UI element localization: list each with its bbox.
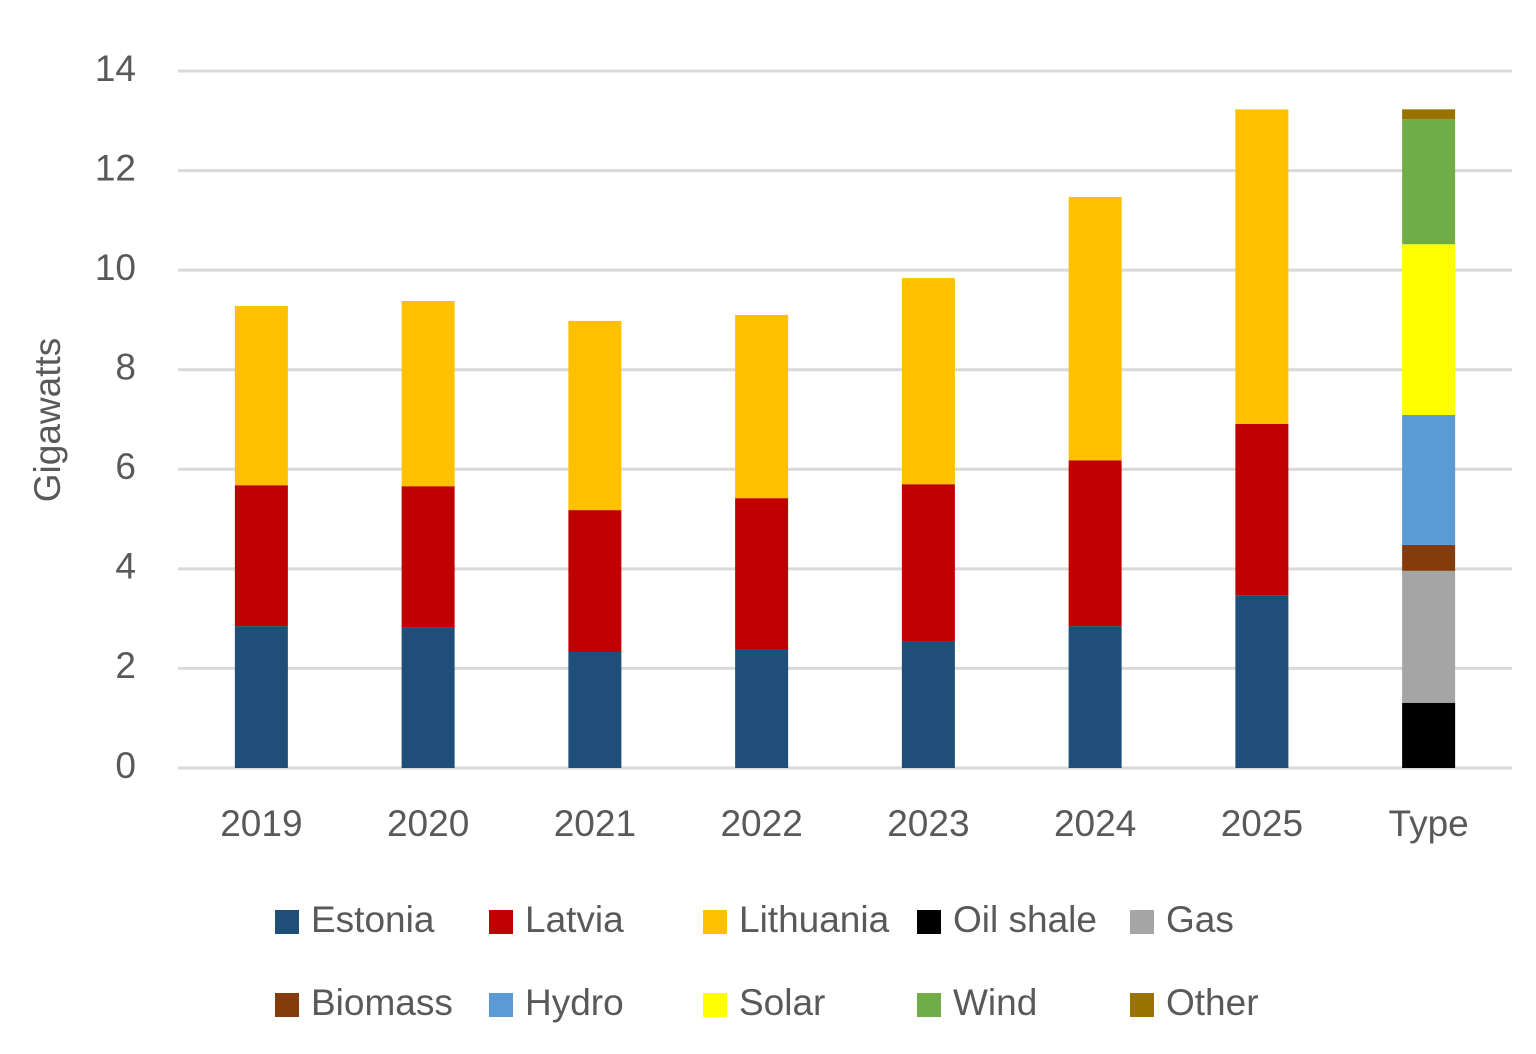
legend-label: Latvia — [525, 899, 624, 940]
bar-segment — [568, 510, 622, 652]
y-tick-label: 2 — [115, 645, 136, 686]
bar-segment — [735, 498, 789, 650]
y-tick-label: 14 — [95, 48, 136, 89]
bar-segment — [568, 320, 622, 511]
bar-segment — [1068, 460, 1122, 627]
bar-segment — [901, 484, 955, 642]
bar-segment — [735, 314, 789, 499]
bar-segment — [1235, 595, 1289, 768]
x-tick-label: 2024 — [1054, 803, 1136, 844]
legend-swatch — [1130, 993, 1154, 1017]
bar-segment — [735, 649, 789, 768]
bar-segment — [1402, 119, 1456, 245]
y-tick-label: 8 — [115, 346, 136, 387]
legend-swatch — [917, 993, 941, 1017]
y-tick-label: 12 — [95, 147, 136, 188]
legend-swatch — [917, 910, 941, 934]
y-axis-label: Gigawatts — [27, 338, 68, 503]
bar-segment — [234, 305, 288, 486]
bar-segment — [1402, 244, 1456, 416]
legend-label: Lithuania — [739, 899, 890, 940]
x-tick-label: Type — [1389, 803, 1469, 844]
y-tick-label: 10 — [95, 247, 136, 288]
legend-label: Wind — [953, 982, 1037, 1023]
bar-segment — [234, 626, 288, 768]
bar-segment — [1068, 196, 1122, 461]
legend-label: Estonia — [311, 899, 435, 940]
bar-segment — [1402, 415, 1456, 545]
bar-segment — [1402, 702, 1456, 768]
legend-swatch — [489, 910, 513, 934]
x-tick-label: 2022 — [720, 803, 802, 844]
legend-swatch — [1130, 910, 1154, 934]
legend-label: Other — [1166, 982, 1259, 1023]
x-tick-label: 2021 — [554, 803, 636, 844]
bar-segment — [1402, 544, 1456, 571]
bar-segment — [901, 278, 955, 485]
x-tick-label: 2020 — [387, 803, 469, 844]
legend-swatch — [489, 993, 513, 1017]
bar-segment — [1402, 570, 1456, 703]
bar-segment — [401, 486, 455, 628]
legend-swatch — [703, 910, 727, 934]
bar-segment — [568, 651, 622, 768]
legend-label: Oil shale — [953, 899, 1097, 940]
legend-label: Biomass — [311, 982, 453, 1023]
bar-segment — [401, 301, 455, 487]
bar-segment — [1235, 423, 1289, 596]
legend-swatch — [275, 993, 299, 1017]
y-tick-label: 6 — [115, 446, 136, 487]
legend-label: Gas — [1166, 899, 1234, 940]
legend-label: Solar — [739, 982, 825, 1023]
y-tick-label: 4 — [115, 546, 136, 587]
bar-segment — [234, 485, 288, 627]
x-tick-label: 2019 — [220, 803, 302, 844]
bar-segment — [1068, 626, 1122, 768]
x-tick-label: 2025 — [1221, 803, 1303, 844]
bar-segment — [901, 641, 955, 768]
bar-segment — [1402, 109, 1456, 120]
x-tick-label: 2023 — [887, 803, 969, 844]
y-tick-label: 0 — [115, 745, 136, 786]
legend-swatch — [703, 993, 727, 1017]
legend-swatch — [275, 910, 299, 934]
bar-segment — [1235, 109, 1289, 424]
bar-segment — [401, 627, 455, 768]
legend-label: Hydro — [525, 982, 624, 1023]
